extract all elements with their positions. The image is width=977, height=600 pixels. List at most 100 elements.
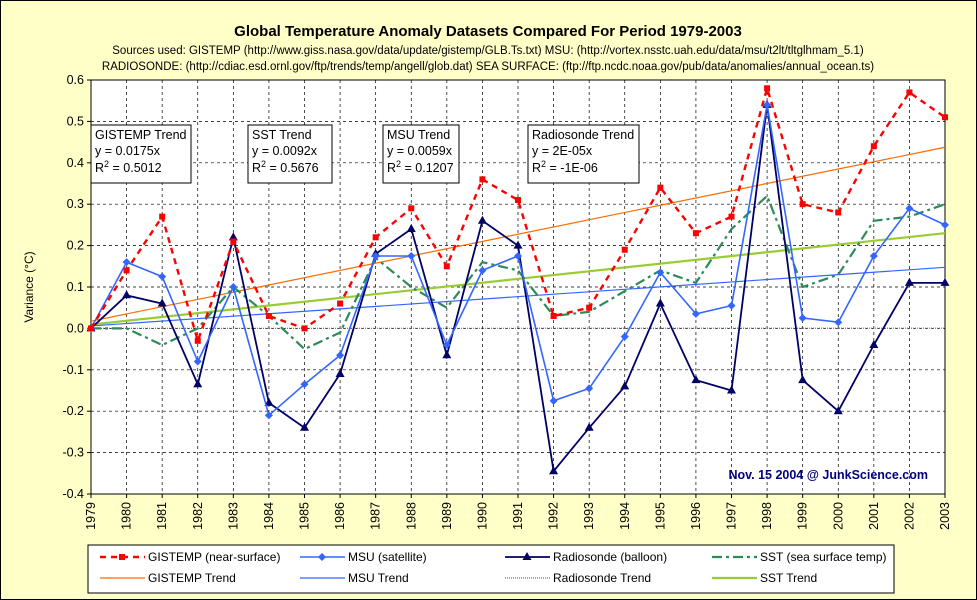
y-tick-label: 0.1 — [67, 280, 84, 294]
data-point-marker — [407, 251, 416, 260]
series-group — [88, 85, 948, 344]
x-tick-label: 2002 — [902, 502, 916, 530]
data-point-marker — [515, 197, 521, 204]
data-point-marker — [157, 298, 167, 307]
trend-box-equation: y = 2E-05x — [532, 144, 593, 158]
data-point-marker — [88, 325, 94, 332]
y-tick-label: -0.4 — [62, 487, 84, 501]
y-axis-label: Variance (°C) — [22, 251, 36, 322]
data-point-marker — [835, 209, 842, 216]
data-point-marker — [479, 176, 486, 183]
x-tick-label: 2003 — [938, 502, 952, 530]
x-tick-label: 1990 — [475, 502, 489, 530]
data-point-marker — [514, 251, 522, 260]
trend-box-bg — [247, 124, 333, 184]
legend-label: GISTEMP (near-surface) — [148, 550, 280, 564]
legend-item: SST Trend — [712, 571, 817, 585]
chart-subtitle-line-1: Sources used: GISTEMP (http://www.giss.n… — [112, 45, 864, 57]
data-point-marker — [655, 298, 665, 307]
legend-item: Radiosonde (balloon) — [505, 550, 667, 564]
data-point-marker — [123, 267, 130, 274]
y-tick-label: 0.5 — [67, 114, 84, 128]
data-point-marker — [228, 232, 238, 241]
legend-label: MSU (satellite) — [348, 550, 427, 564]
x-tick-label: 1998 — [760, 502, 774, 530]
trend-box-equation: y = 0.0059x — [387, 144, 453, 158]
x-tick-label: 1984 — [262, 502, 276, 530]
x-tick-label: 1996 — [689, 502, 703, 530]
data-point-marker — [335, 368, 345, 377]
data-point-marker — [620, 381, 630, 390]
legend-label: Radiosonde (balloon) — [553, 550, 667, 564]
data-point-marker — [833, 406, 843, 415]
legend-label: GISTEMP Trend — [148, 571, 236, 585]
data-point-marker — [318, 553, 326, 561]
trend-box-bg — [90, 124, 192, 184]
data-point-marker — [159, 213, 166, 220]
data-point-marker — [477, 215, 487, 224]
data-point-marker — [799, 201, 806, 208]
data-point-marker — [443, 263, 450, 270]
legend: GISTEMP (near-surface) MSU (satellite) Rad… — [87, 544, 895, 594]
trend-box-r2: R2 = 0.5012 — [95, 159, 162, 175]
data-point-marker — [194, 337, 201, 344]
data-point-marker — [904, 277, 914, 286]
chart-title: Global Temperature Anomaly Datasets Comp… — [234, 23, 742, 40]
x-tick-label: 1983 — [226, 502, 240, 530]
x-tick-label: 1979 — [84, 502, 98, 530]
data-point-marker — [940, 277, 950, 286]
data-point-marker — [337, 300, 344, 307]
data-point-marker — [522, 552, 532, 560]
x-tick-label: 1991 — [511, 502, 525, 530]
data-point-marker — [620, 332, 629, 341]
data-point-marker — [442, 350, 452, 359]
legend-label: SST Trend — [760, 571, 817, 585]
y-tick-label: -0.3 — [62, 446, 84, 460]
data-point-marker — [549, 396, 558, 405]
data-point-marker — [300, 380, 309, 389]
trend-box-r2: R2 = 0.1207 — [387, 159, 454, 175]
data-point-marker — [869, 251, 878, 260]
data-point-marker — [122, 258, 131, 267]
data-point-marker — [727, 301, 736, 310]
x-tick-label: 1992 — [547, 502, 561, 530]
trend-line — [90, 266, 946, 327]
x-tick-label: 1989 — [440, 502, 454, 530]
data-point-marker — [372, 234, 379, 241]
x-tick-label: 1982 — [191, 502, 205, 530]
x-tick-label: 1994 — [618, 502, 632, 530]
data-point-marker — [584, 422, 594, 431]
y-tick-label: -0.1 — [62, 363, 84, 377]
y-tick-label: 0.6 — [67, 73, 84, 87]
data-series — [86, 85, 950, 475]
legend-item: SST (sea surface temp) — [712, 550, 887, 564]
data-point-marker — [229, 283, 238, 291]
data-point-marker — [691, 309, 700, 318]
y-tick-label: 0.0 — [67, 321, 84, 335]
x-tick-label: 1995 — [653, 502, 667, 530]
data-point-marker — [763, 100, 772, 109]
data-point-marker — [941, 220, 949, 229]
trend-line — [90, 146, 946, 322]
data-point-marker — [656, 268, 665, 277]
legend-item: GISTEMP (near-surface) — [100, 550, 280, 564]
x-tick-labels: 1979 1980 1981 1982 1983 1984 1985 1986 1987 1988… — [84, 502, 952, 530]
data-point-marker — [264, 397, 274, 406]
x-tick-label: 1988 — [404, 502, 418, 530]
data-point-marker — [585, 384, 594, 393]
x-tick-label: 2001 — [867, 502, 881, 530]
trend-box-title: MSU Trend — [387, 128, 450, 142]
data-point-marker — [906, 89, 913, 96]
data-point-marker — [119, 554, 125, 560]
legend-box — [87, 544, 895, 594]
y-tick-label: 0.2 — [67, 239, 84, 253]
data-point-marker — [834, 318, 843, 327]
data-point-marker — [621, 246, 628, 253]
data-point-marker — [692, 230, 699, 237]
data-point-marker — [158, 272, 167, 281]
data-point-marker — [264, 411, 273, 420]
